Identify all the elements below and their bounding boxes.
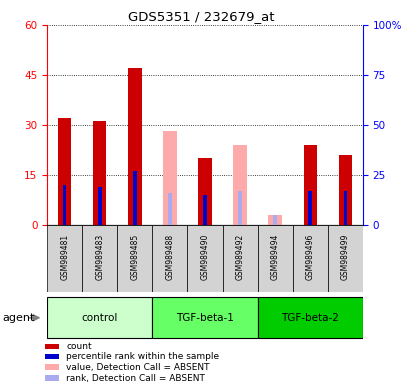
Bar [93, 121, 106, 225]
Bar [338, 155, 351, 225]
FancyBboxPatch shape [257, 298, 362, 338]
Bar [45, 354, 59, 359]
Text: rank, Detection Call = ABSENT: rank, Detection Call = ABSENT [66, 374, 204, 383]
Text: GSM989499: GSM989499 [340, 234, 349, 280]
Text: GSM989494: GSM989494 [270, 234, 279, 280]
Text: GSM989488: GSM989488 [165, 234, 174, 280]
Bar [58, 118, 71, 225]
FancyBboxPatch shape [222, 225, 257, 292]
Text: TGF-beta-2: TGF-beta-2 [281, 313, 338, 323]
FancyBboxPatch shape [152, 225, 187, 292]
FancyBboxPatch shape [327, 225, 362, 292]
Bar [233, 145, 246, 225]
Bar [343, 191, 346, 225]
FancyBboxPatch shape [47, 298, 152, 338]
FancyBboxPatch shape [257, 225, 292, 292]
Text: count: count [66, 342, 92, 351]
FancyBboxPatch shape [117, 225, 152, 292]
Text: GSM989483: GSM989483 [95, 234, 104, 280]
Bar [163, 131, 176, 225]
Text: GSM989496: GSM989496 [305, 234, 314, 280]
Bar [303, 145, 316, 225]
Bar [198, 158, 211, 225]
FancyBboxPatch shape [152, 298, 257, 338]
Bar [45, 344, 59, 349]
FancyBboxPatch shape [187, 225, 222, 292]
Text: GSM989485: GSM989485 [130, 234, 139, 280]
Bar [203, 195, 206, 225]
Bar [308, 191, 311, 225]
Bar [273, 215, 276, 225]
Bar [268, 215, 281, 225]
Bar [98, 187, 101, 225]
Bar [133, 171, 136, 225]
Text: control: control [81, 313, 118, 323]
Bar [45, 376, 59, 381]
Text: GSM989492: GSM989492 [235, 234, 244, 280]
FancyBboxPatch shape [82, 225, 117, 292]
Bar [63, 185, 66, 225]
Text: value, Detection Call = ABSENT: value, Detection Call = ABSENT [66, 363, 209, 372]
FancyBboxPatch shape [47, 225, 82, 292]
Text: TGF-beta-1: TGF-beta-1 [175, 313, 234, 323]
Text: GSM989481: GSM989481 [60, 234, 69, 280]
Text: agent: agent [2, 313, 34, 323]
Bar [128, 68, 141, 225]
Bar [45, 364, 59, 370]
FancyBboxPatch shape [292, 225, 327, 292]
Text: GDS5351 / 232679_at: GDS5351 / 232679_at [127, 10, 274, 23]
Bar [238, 191, 241, 225]
Bar [168, 193, 171, 225]
Text: GSM989490: GSM989490 [200, 234, 209, 280]
Text: percentile rank within the sample: percentile rank within the sample [66, 352, 219, 361]
